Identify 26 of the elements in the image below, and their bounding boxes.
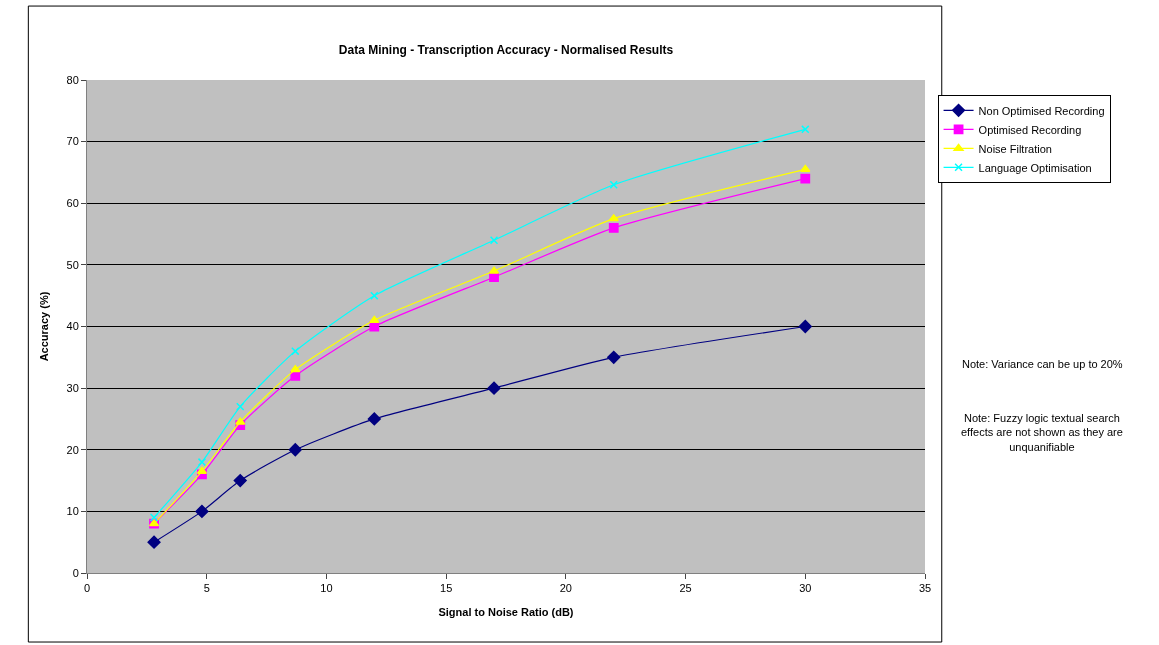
x-tick-label: 15 [440, 582, 453, 595]
chart-title: Data Mining - Transcription Accuracy - Normalised Results [338, 42, 674, 57]
legend-label: Optimised Recording [978, 123, 1082, 136]
y-axis-title: Accuracy (%) [38, 291, 51, 362]
text: Note: Variance can be up to 20% [962, 358, 1123, 370]
x-tick-label: 5 [203, 582, 210, 595]
y-tick-label: 20 [66, 443, 79, 456]
legend-label: Language Optimisation [978, 161, 1092, 174]
x-tick-label: 30 [799, 582, 812, 595]
y-tick-label: 60 [66, 197, 79, 210]
x-tick-label: 10 [320, 582, 333, 595]
y-tick-label: 0 [72, 566, 79, 579]
legend-label: Non Optimised Recording [978, 104, 1105, 117]
y-tick-label: 30 [66, 381, 79, 394]
x-tick-label: 0 [83, 582, 91, 595]
x-tick-label: 35 [918, 582, 932, 595]
x-axis-title: Signal to Noise Ratio (dB) [438, 606, 574, 619]
y-tick-label: 70 [66, 135, 79, 148]
y-tick-label: 40 [66, 320, 79, 333]
y-tick-label: 10 [66, 505, 79, 518]
x-tick-label: 25 [679, 582, 692, 595]
legend-label: Noise Filtration [978, 142, 1052, 155]
x-tick-label: 20 [559, 582, 572, 595]
y-tick-label: 50 [66, 258, 79, 271]
y-tick-label: 80 [66, 73, 79, 86]
text: Note: Fuzzy logic textual search effects are not shown as they are unquanifiable [961, 412, 1123, 453]
